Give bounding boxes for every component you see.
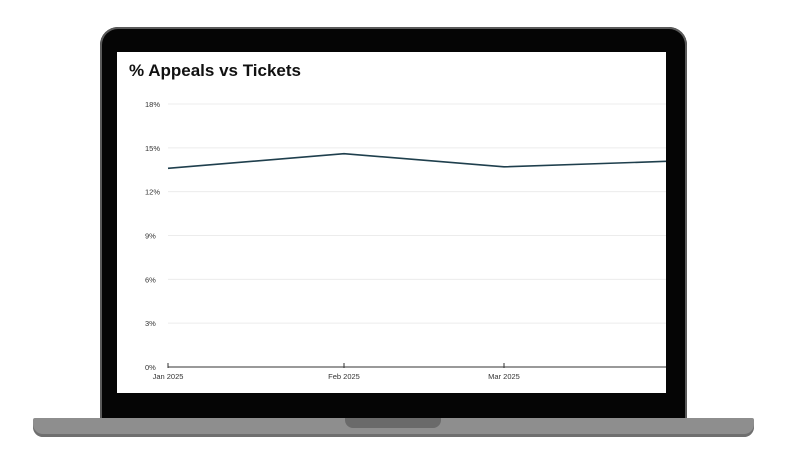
y-tick-label: 12% xyxy=(145,188,160,197)
x-tick-label: Mar 2025 xyxy=(488,372,520,381)
x-tick-label: Feb 2025 xyxy=(328,372,360,381)
y-tick-label: 6% xyxy=(145,275,156,284)
chart-title: % Appeals vs Tickets xyxy=(129,61,301,80)
y-tick-label: 15% xyxy=(145,144,160,153)
y-tick-label: 9% xyxy=(145,232,156,241)
axes xyxy=(167,363,666,368)
y-tick-label: 18% xyxy=(145,100,160,109)
tick-labels: 0% 3% 6% 9% 12% 15% 18% Jan 2025 Feb 2025 Mar 202… xyxy=(145,100,520,381)
x-tick-label: Jan 2025 xyxy=(153,372,184,381)
y-tick-label: 0% xyxy=(145,363,156,372)
series-lines xyxy=(167,152,666,170)
series-line xyxy=(167,152,666,170)
laptop-notch xyxy=(345,418,441,428)
grid-lines xyxy=(168,103,666,324)
line-chart: 0% 3% 6% 9% 12% 15% 18% Jan 2025 Feb 2025 Mar 202… xyxy=(145,100,666,381)
laptop-screen: % Appeals vs Tickets 0% 3% 6% 9% 12% 15% 18% Ja… xyxy=(117,52,666,393)
y-tick-label: 3% xyxy=(145,319,156,328)
